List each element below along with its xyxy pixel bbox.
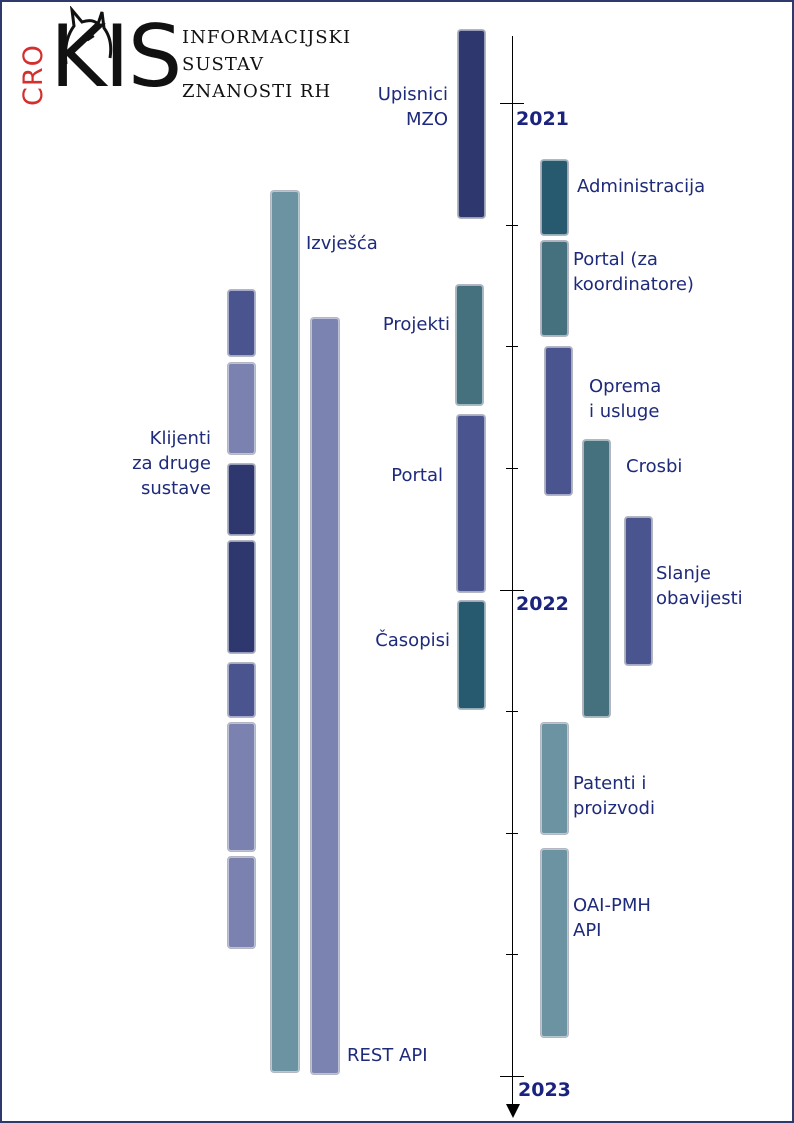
bar-administracija — [541, 160, 568, 235]
bar-oai-pmh — [541, 849, 568, 1037]
label-oai-pmh: OAI-PMH API — [573, 895, 651, 941]
label-slanje-obavijesti: Slanje obavijesti — [656, 563, 743, 609]
logo-line-1: INFORMACIJSKI — [182, 27, 352, 48]
label-portal-koordinatore: Portal (za koordinatore) — [573, 249, 694, 295]
label-rest-api: REST API — [347, 1045, 428, 1066]
bar-slanje-obavijesti — [625, 517, 652, 665]
month-tick — [506, 954, 518, 955]
label-patenti: Patenti i proizvodi — [573, 773, 655, 819]
bar-portal-koordinatore — [541, 241, 568, 336]
label-klijenti: Klijenti za druge sustave — [132, 428, 211, 499]
bar-klijenti-5 — [228, 663, 255, 717]
bar-klijenti-6 — [228, 723, 255, 851]
bar-klijenti-3 — [228, 464, 255, 535]
year-label-2023: 2023 — [518, 1079, 571, 1101]
bar-klijenti-2 — [228, 363, 255, 454]
bar-portal — [457, 415, 485, 592]
month-tick — [506, 833, 518, 834]
label-izvjesca: Izvješća — [306, 233, 378, 254]
month-tick — [506, 468, 518, 469]
month-tick — [506, 711, 518, 712]
bar-projekti — [456, 285, 483, 405]
bar-casopisi — [458, 601, 485, 709]
bar-patenti — [541, 723, 568, 834]
year-label-2022: 2022 — [516, 593, 569, 615]
bar-izvjesca — [271, 191, 299, 1072]
month-tick — [506, 346, 518, 347]
year-tick-2022 — [500, 590, 524, 591]
bar-klijenti-1 — [228, 290, 255, 356]
bar-upisnici — [458, 30, 485, 218]
year-tick-2021 — [500, 103, 524, 104]
bar-oprema — [545, 347, 572, 495]
label-oprema: Oprema i usluge — [589, 376, 662, 422]
logo-line-3: ZNANOSTI RH — [182, 81, 332, 102]
logo-cro-text: CRO — [18, 44, 49, 106]
lynx-icon — [64, 6, 113, 65]
month-tick — [506, 225, 518, 226]
bar-klijenti-4 — [228, 541, 255, 653]
logo-subtitle: INFORMACIJSKI SUSTAV ZNANOSTI RH — [182, 24, 351, 105]
bar-crosbi — [583, 440, 610, 717]
bar-klijenti-7 — [228, 857, 255, 948]
timeline-axis — [512, 36, 513, 1108]
logo-kis-text: KIS — [50, 7, 182, 107]
label-upisnici: Upisnici MZO — [377, 84, 448, 130]
label-crosbi: Crosbi — [626, 456, 683, 477]
year-tick-2023 — [500, 1076, 524, 1077]
bar-rest-api — [311, 318, 339, 1074]
label-casopisi: Časopisi — [375, 630, 450, 651]
logo-line-2: SUSTAV — [182, 54, 264, 75]
label-portal: Portal — [391, 465, 443, 486]
timeline-arrow-icon — [506, 1104, 520, 1118]
crokis-logo: CRO KIS INFORMACIJSKI SUSTAV ZNANOSTI RH — [18, 6, 358, 106]
label-administracija: Administracija — [577, 176, 706, 197]
label-projekti: Projekti — [382, 314, 450, 335]
year-label-2021: 2021 — [516, 108, 569, 130]
